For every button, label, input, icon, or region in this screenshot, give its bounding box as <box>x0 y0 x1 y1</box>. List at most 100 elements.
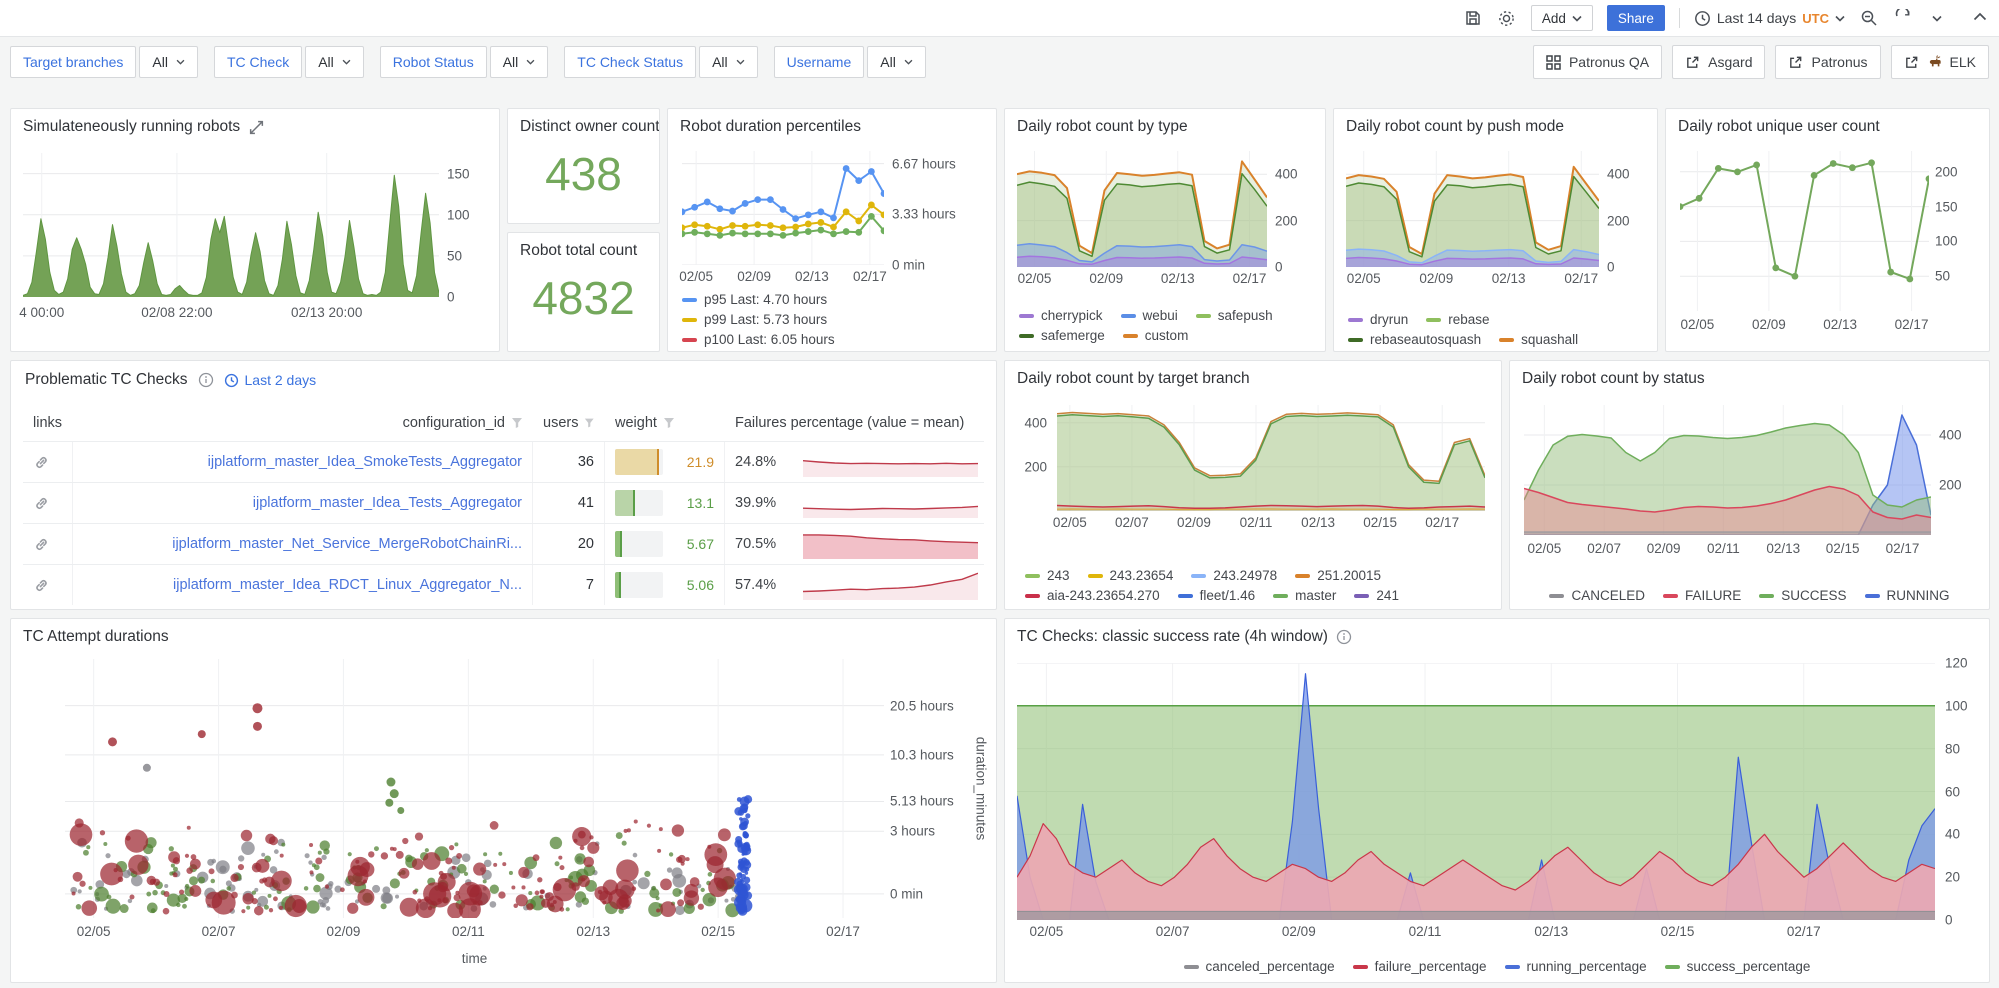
failures-sparkline[interactable] <box>803 570 978 600</box>
legend-item[interactable]: 241 <box>1354 588 1399 603</box>
legend-item[interactable]: 243.24978 <box>1191 568 1277 583</box>
link-icon[interactable] <box>33 577 50 594</box>
legend-item[interactable]: RUNNING <box>1865 588 1950 603</box>
legend-item[interactable]: failure_percentage <box>1353 959 1487 974</box>
time-range-picker[interactable]: Last 14 days UTC <box>1694 10 1845 27</box>
column-header-weight[interactable]: weight <box>605 415 725 431</box>
legend-item[interactable]: FAILURE <box>1663 588 1741 603</box>
filter-label-username[interactable]: Username <box>774 46 865 78</box>
legend-item[interactable]: rebase <box>1426 312 1489 327</box>
attempt-durations-scatter-chart[interactable] <box>65 659 884 918</box>
count-by-type-chart[interactable] <box>1017 151 1267 267</box>
refresh-interval-dropdown[interactable] <box>1927 8 1947 28</box>
link-asgard[interactable]: Asgard <box>1672 45 1765 79</box>
filter-funnel-icon[interactable] <box>663 417 675 429</box>
legend-item[interactable]: 251.21418 <box>1191 608 1277 610</box>
failures-sparkline[interactable] <box>803 447 978 477</box>
legend-item[interactable]: safemerge <box>1019 328 1105 343</box>
legend-item[interactable]: custom <box>1123 328 1189 343</box>
link-icon[interactable] <box>33 495 50 512</box>
filter-label-tc-check[interactable]: TC Check <box>214 46 302 78</box>
legend-item[interactable]: rebaseautosquash <box>1348 332 1481 347</box>
success-rate-chart[interactable] <box>1017 663 1935 920</box>
legend-item[interactable]: 242 <box>1129 608 1174 610</box>
column-header-configuration-id[interactable]: configuration_id <box>73 415 533 431</box>
filter-value-username[interactable]: All <box>867 46 926 78</box>
count-by-target-branch-chart[interactable] <box>1057 405 1485 511</box>
filter-value-robot-status[interactable]: All <box>490 46 549 78</box>
legend-item[interactable]: running_percentage <box>1505 959 1647 974</box>
link-patronus-qa[interactable]: Patronus QA <box>1533 45 1662 79</box>
compare-icon[interactable] <box>248 119 265 136</box>
column-header-links[interactable]: links <box>23 415 73 431</box>
running-robots-chart[interactable] <box>23 153 439 297</box>
zoom-out-time-icon[interactable] <box>1859 8 1879 28</box>
row-link-cell[interactable] <box>23 483 73 523</box>
panel-title[interactable]: Simulateneously running robots <box>23 118 240 136</box>
count-by-status-chart[interactable] <box>1524 405 1931 535</box>
info-icon[interactable] <box>198 372 214 388</box>
legend-item[interactable]: safepush <box>1196 308 1273 323</box>
filter-label-target-branches[interactable]: Target branches <box>10 46 136 78</box>
panel-title[interactable]: Problematic TC Checks <box>25 371 188 389</box>
add-panel-button[interactable]: Add <box>1531 5 1593 31</box>
failures-sparkline[interactable] <box>803 529 978 559</box>
legend-item[interactable]: 251.20015 <box>1295 568 1381 583</box>
filter-label-robot-status[interactable]: Robot Status <box>380 46 487 78</box>
panel-title[interactable]: TC Checks: classic success rate (4h wind… <box>1017 628 1328 646</box>
link-patronus[interactable]: Patronus <box>1775 45 1880 79</box>
legend-item[interactable]: CANCELED <box>1549 588 1645 603</box>
panel-title[interactable]: Daily robot count by status <box>1522 370 1705 388</box>
count-by-push-mode-chart[interactable] <box>1346 151 1599 267</box>
legend-item[interactable]: p100 Last: 6.05 hours <box>682 332 835 347</box>
legend-item[interactable]: SUCCESS <box>1759 588 1846 603</box>
share-button[interactable]: Share <box>1607 5 1665 31</box>
configuration-id-link[interactable]: ijplatform_master_Net_Service_MergeRobot… <box>73 524 533 564</box>
failures-sparkline[interactable] <box>803 488 978 518</box>
legend-item[interactable]: dryrun <box>1348 312 1408 327</box>
duration-percentiles-chart[interactable] <box>682 151 884 265</box>
row-link-cell[interactable] <box>23 565 73 605</box>
legend-item[interactable]: 243.23654 <box>1088 568 1174 583</box>
legend-item[interactable]: 241.19072 <box>1025 608 1111 610</box>
panel-title[interactable]: Daily robot count by target branch <box>1017 370 1250 388</box>
row-link-cell[interactable] <box>23 524 73 564</box>
panel-time-range-badge[interactable]: Last 2 days <box>224 372 317 388</box>
legend-item[interactable]: squashall <box>1499 332 1578 347</box>
legend-item[interactable]: canceled_percentage <box>1184 959 1335 974</box>
link-icon[interactable] <box>33 454 50 471</box>
legend-item[interactable]: aia-243.23654.270 <box>1025 588 1160 603</box>
panel-title[interactable]: Robot duration percentiles <box>680 118 861 136</box>
panel-title[interactable]: TC Attempt durations <box>23 628 169 646</box>
refresh-icon[interactable] <box>1893 8 1913 28</box>
collapse-toolbar-caret-icon[interactable] <box>1973 8 1987 26</box>
unique-user-count-chart[interactable] <box>1680 151 1929 311</box>
row-link-cell[interactable] <box>23 442 73 482</box>
legend-item[interactable]: aia-243.23654.271 <box>1295 608 1430 610</box>
panel-title[interactable]: Distinct owner count <box>520 118 659 136</box>
filter-value-tc-check[interactable]: All <box>305 46 364 78</box>
legend-item[interactable]: cherrypick <box>1019 308 1103 323</box>
panel-title[interactable]: Robot total count <box>520 242 637 260</box>
legend-item[interactable]: 243 <box>1025 568 1070 583</box>
filter-funnel-icon[interactable] <box>584 417 595 429</box>
filter-value-target-branches[interactable]: All <box>139 46 198 78</box>
link-icon[interactable] <box>33 536 50 553</box>
filter-value-tc-check-status[interactable]: All <box>699 46 758 78</box>
legend-item[interactable]: fleet/1.46 <box>1178 588 1256 603</box>
column-header-users[interactable]: users <box>533 415 605 431</box>
configuration-id-link[interactable]: ijplatform_master_Idea_Tests_Aggregator <box>73 483 533 523</box>
panel-title[interactable]: Daily robot count by type <box>1017 118 1188 136</box>
save-dashboard-icon[interactable] <box>1463 8 1483 28</box>
link-elk[interactable]: ELK <box>1891 45 1989 79</box>
panel-title[interactable]: Daily robot unique user count <box>1678 118 1880 136</box>
column-header-failures-percentage[interactable]: Failures percentage (value = mean) <box>725 415 984 431</box>
legend-item[interactable]: success_percentage <box>1665 959 1811 974</box>
dashboard-settings-gear-icon[interactable] <box>1497 8 1517 28</box>
filter-label-tc-check-status[interactable]: TC Check Status <box>564 46 696 78</box>
legend-item[interactable]: master <box>1273 588 1336 603</box>
configuration-id-link[interactable]: ijplatform_master_Idea_RDCT_Linux_Aggreg… <box>73 565 533 605</box>
configuration-id-link[interactable]: ijplatform_master_Idea_SmokeTests_Aggreg… <box>73 442 533 482</box>
legend-item[interactable]: p99 Last: 5.73 hours <box>682 312 827 327</box>
panel-title[interactable]: Daily robot count by push mode <box>1346 118 1564 136</box>
